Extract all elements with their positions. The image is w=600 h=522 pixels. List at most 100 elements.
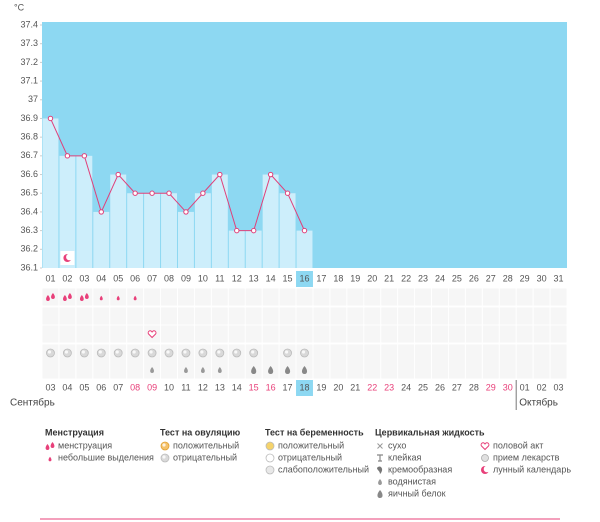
row-cell (398, 288, 415, 306)
legend-item: половой акт (493, 440, 543, 450)
row-cell (262, 288, 279, 306)
row-cell (499, 361, 516, 379)
row-cell (42, 325, 59, 343)
cycle-day-label: 05 (113, 273, 123, 283)
row-cell (330, 344, 347, 362)
cycle-day-label: 21 (384, 273, 394, 283)
icon-ovulation-inner (200, 350, 204, 354)
bar (59, 155, 76, 268)
icon-spotting (116, 295, 120, 301)
current-date-bg (296, 380, 313, 396)
legend-item: лунный календарь (493, 464, 571, 474)
row-cell (313, 307, 330, 325)
row-cell (262, 344, 279, 362)
date-label: 03 (45, 382, 55, 392)
row-cell (499, 307, 516, 325)
date-label: 27 (452, 382, 462, 392)
row-cell (448, 325, 465, 343)
icon-egg-white (251, 366, 257, 374)
icon-egg-white (285, 366, 291, 374)
legend-item: клейкая (388, 452, 421, 462)
row-cell (550, 344, 567, 362)
current-day-bg (296, 271, 313, 287)
date-label: 28 (469, 382, 479, 392)
bar (228, 230, 245, 268)
row-cell (59, 288, 76, 306)
row-cell (144, 288, 161, 306)
icon-menstruation (50, 442, 55, 448)
date-label: 25 (418, 382, 428, 392)
date-label: 04 (62, 382, 72, 392)
cycle-day-label: 10 (198, 273, 208, 283)
bar (110, 174, 127, 268)
y-tick-label: 37 (28, 94, 38, 104)
row-cell (347, 325, 364, 343)
row-cell (76, 288, 93, 306)
bar (42, 118, 59, 268)
cycle-day-label: 01 (45, 273, 55, 283)
icon-spotting (48, 456, 52, 462)
temperature-point (200, 190, 206, 196)
row-cell (161, 361, 177, 379)
legend-item: отрицательный (173, 452, 237, 462)
month-label: Сентябрь (10, 397, 55, 409)
icon-menstruation (79, 295, 84, 301)
row-cell (415, 307, 432, 325)
legend-item: положительный (278, 440, 344, 450)
legend-item: водянистая (388, 476, 436, 486)
icon-pregnancy-test (265, 465, 275, 475)
date-label: 13 (215, 382, 225, 392)
row-cell (330, 361, 347, 379)
row-cell (127, 307, 144, 325)
row-cell (161, 325, 177, 343)
temperature-point (217, 171, 223, 178)
row-cell (262, 325, 279, 343)
row-cell (228, 361, 245, 379)
row-cell (533, 361, 550, 379)
row-cell (398, 344, 415, 362)
row-cell (516, 344, 533, 362)
icon-ovulation-inner (217, 350, 221, 354)
date-label: 22 (367, 382, 377, 392)
temperature-point (132, 190, 138, 196)
row-cell (93, 307, 110, 325)
row-cell (313, 325, 330, 343)
legend-title: Тест на беременность (265, 427, 364, 437)
icon-creamy (377, 466, 383, 474)
cycle-day-label: 25 (452, 273, 462, 283)
cycle-day-label: 31 (554, 273, 564, 283)
temperature-point (149, 190, 155, 196)
icon-egg-white (301, 366, 308, 374)
row-cell (448, 344, 465, 362)
y-tick-label: 37.2 (20, 57, 38, 67)
legend-item: менструация (58, 440, 112, 450)
y-tick-label: 36.3 (20, 225, 38, 235)
icon-dry (377, 443, 383, 449)
row-cell (364, 325, 381, 343)
row-cell (550, 288, 567, 306)
row-cell (347, 288, 364, 306)
row-cell (42, 307, 59, 325)
cycle-day-label: 23 (418, 273, 428, 283)
icon-sticky (377, 454, 383, 462)
icon-ovulation-inner (132, 350, 136, 354)
temperature-point (166, 190, 172, 196)
legend-item: слабоположительный (278, 464, 369, 474)
y-tick-label: 36.5 (20, 188, 38, 198)
cycle-day-label: 13 (249, 273, 259, 283)
icon-menstruation (67, 293, 72, 299)
date-label: 21 (350, 382, 360, 392)
icon-ovulation-inner (162, 443, 166, 447)
row-cell (347, 344, 364, 362)
icon-spotting (133, 295, 137, 301)
icon-ovulation-inner (149, 350, 153, 354)
row-cell (228, 325, 245, 343)
row-cell (76, 325, 93, 343)
date-label: 10 (164, 382, 174, 392)
legend-item: положительный (173, 440, 239, 450)
row-cell (245, 325, 262, 343)
bar (279, 193, 296, 268)
row-cell (364, 361, 381, 379)
row-cell (499, 288, 516, 306)
y-tick-label: 36.4 (20, 206, 38, 216)
